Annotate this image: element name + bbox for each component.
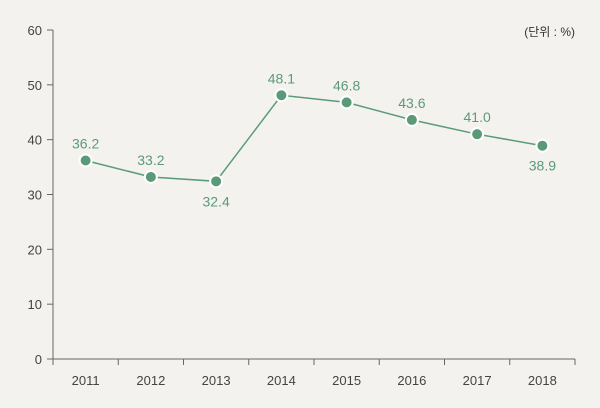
y-axis: 0 10 20 30 40 50 60 [28, 23, 54, 367]
data-point [339, 95, 354, 110]
data-point [274, 88, 289, 103]
x-tick-label: 2011 [72, 373, 100, 388]
data-label: 48.1 [268, 70, 295, 86]
x-tick-label: 2018 [528, 373, 557, 388]
x-tick-label: 2015 [332, 373, 361, 388]
data-point [535, 138, 550, 153]
data-label: 41.0 [464, 109, 491, 125]
x-tick-label: 2013 [202, 373, 231, 388]
data-label: 46.8 [333, 77, 360, 93]
data-point [209, 174, 224, 189]
x-tick-label: 2016 [397, 373, 426, 388]
unit-label: (단위 : %) [524, 25, 575, 39]
data-label: 43.6 [398, 95, 425, 111]
x-axis: 2011 2012 2013 2014 2015 2016 2017 2018 [52, 358, 576, 388]
y-tick-label: 10 [28, 297, 42, 312]
x-tick-label: 2012 [136, 373, 165, 388]
y-tick-label: 0 [35, 352, 42, 367]
data-point [78, 153, 93, 168]
y-tick-label: 60 [28, 23, 42, 38]
series-line [85, 94, 543, 183]
y-tick-label: 40 [28, 133, 42, 148]
y-tick-label: 30 [28, 188, 42, 203]
data-label: 36.2 [72, 136, 99, 152]
data-label: 38.9 [529, 158, 556, 174]
data-point [143, 169, 158, 184]
x-tick-label: 2017 [463, 373, 492, 388]
series: 36.2 33.2 32.4 48.1 46.8 43.6 41.0 38.9 [72, 70, 556, 209]
y-tick-label: 50 [28, 78, 42, 93]
data-point [404, 112, 419, 127]
data-point [470, 127, 485, 142]
data-label: 33.2 [137, 152, 164, 168]
x-tick-label: 2014 [267, 373, 296, 388]
data-label: 32.4 [203, 193, 230, 209]
y-tick-label: 20 [28, 242, 42, 257]
